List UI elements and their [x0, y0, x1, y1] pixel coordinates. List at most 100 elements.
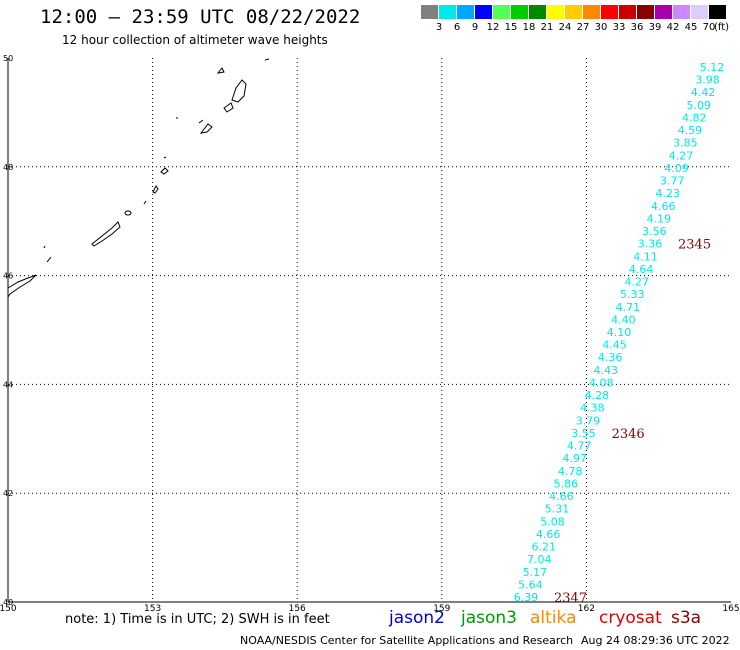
legend-swatch	[421, 5, 438, 19]
track-value: 4.27	[669, 149, 694, 162]
track-value: 3.79	[576, 414, 601, 427]
track-value: 4.10	[607, 326, 632, 339]
track-value: 4.11	[633, 250, 658, 263]
track-value: 4.66	[549, 490, 574, 503]
lon-label: 153	[144, 604, 161, 614]
map-grid	[7, 58, 731, 603]
lat-label: 46	[3, 272, 13, 281]
track-value: 5.31	[545, 503, 570, 516]
legend-swatch	[565, 5, 582, 19]
track-value: 6.21	[531, 541, 556, 554]
track-value: 4.28	[585, 389, 610, 402]
track-value: 4.08	[589, 376, 614, 389]
track-value: 3.85	[673, 137, 698, 150]
track-value: 3.36	[638, 238, 663, 251]
track-value: 4.09	[664, 162, 689, 175]
track-value: 5.33	[620, 288, 645, 301]
lat-label: 44	[3, 380, 13, 389]
legend-swatch	[619, 5, 636, 19]
track-value: 4.78	[558, 465, 583, 478]
legend-swatch	[493, 5, 510, 19]
legend-swatch	[583, 5, 600, 19]
lat-label: 40	[3, 598, 13, 607]
track-value: 3.77	[660, 175, 685, 188]
legend-tick: 33	[612, 22, 626, 33]
track-value: 5.17	[523, 566, 548, 579]
track-value: 4.40	[611, 313, 636, 326]
generated-timestamp: Aug 24 08:29:36 UTC 2022	[581, 634, 730, 647]
chart-title: 12:00 — 23:59 UTC 08/22/2022	[40, 6, 361, 28]
legend-swatch	[439, 5, 456, 19]
track-value: 4.66	[651, 200, 676, 213]
satellite-label: jason3	[461, 608, 517, 628]
legend-tick: 42	[666, 22, 680, 33]
track-value: 4.19	[647, 212, 672, 225]
lon-label: 156	[289, 604, 306, 614]
satellite-label: cryosat	[599, 608, 662, 628]
track-value: 4.43	[593, 364, 618, 377]
legend-tick: 18	[522, 22, 536, 33]
lon-label: 165	[722, 604, 739, 614]
legend-tick: 45	[684, 22, 698, 33]
track-value: 5.08	[540, 515, 565, 528]
track-value: 4.27	[624, 276, 649, 289]
legend-tick: 70	[702, 22, 716, 33]
satellite-label: s3a	[671, 608, 702, 628]
legend-swatch	[691, 5, 708, 19]
footer-note: note: 1) Time is in UTC; 2) SWH is in fe…	[65, 612, 330, 627]
credit-line: NOAA/NESDIS Center for Satellite Applica…	[240, 634, 574, 647]
legend-swatch	[655, 5, 672, 19]
satellite-label: jason2	[389, 608, 445, 628]
legend-tick: 6	[453, 22, 461, 33]
lat-label: 48	[3, 163, 13, 172]
coastline	[7, 58, 270, 299]
legend-swatch	[601, 5, 618, 19]
legend-swatch	[511, 5, 528, 19]
legend-swatch	[709, 5, 726, 19]
lon-label: 162	[578, 604, 595, 614]
legend-tick: 3	[435, 22, 443, 33]
legend-swatch	[457, 5, 474, 19]
track-value: 3.56	[642, 225, 667, 238]
legend-tick: 9	[471, 22, 479, 33]
track-value: 7.04	[527, 553, 552, 566]
track-value: 5.64	[518, 578, 543, 591]
legend-swatch	[475, 5, 492, 19]
legend-tick: 36	[630, 22, 644, 33]
pass-number: 2347	[554, 591, 587, 606]
legend-tick: 21	[540, 22, 554, 33]
track-value: 4.45	[602, 339, 627, 352]
track-value: 4.23	[655, 187, 680, 200]
legend-swatch	[547, 5, 564, 19]
track-value: 4.42	[691, 86, 716, 99]
legend-tick: 24	[558, 22, 572, 33]
track-value: 4.71	[616, 301, 641, 314]
legend-tick: 30	[594, 22, 608, 33]
legend-swatch	[673, 5, 690, 19]
track-value: 6.39	[514, 591, 539, 604]
track-value: 5.09	[686, 99, 711, 112]
track-value: 5.86	[554, 477, 579, 490]
lat-label: 42	[3, 489, 13, 498]
altimeter-track: 5.123.984.425.094.824.593.854.274.093.77…	[514, 61, 725, 604]
legend-swatch	[637, 5, 654, 19]
track-value: 5.12	[700, 61, 725, 74]
satellite-label: altika	[530, 608, 577, 628]
pass-number: 2346	[612, 427, 645, 442]
track-value: 4.66	[536, 528, 561, 541]
track-value: 4.97	[562, 452, 587, 465]
track-value: 3.55	[571, 427, 596, 440]
legend-tick: 15	[504, 22, 518, 33]
track-value: 4.59	[678, 124, 703, 137]
legend-tick: 39	[648, 22, 662, 33]
track-value: 4.36	[598, 351, 623, 364]
lon-label: 150	[0, 604, 17, 614]
track-value: 4.77	[567, 440, 592, 453]
chart-subtitle: 12 hour collection of altimeter wave hei…	[62, 33, 328, 47]
track-value: 3.98	[695, 74, 720, 87]
legend-unit: (ft)	[714, 22, 730, 33]
pass-number: 2345	[678, 238, 711, 253]
track-value: 4.82	[682, 111, 707, 124]
